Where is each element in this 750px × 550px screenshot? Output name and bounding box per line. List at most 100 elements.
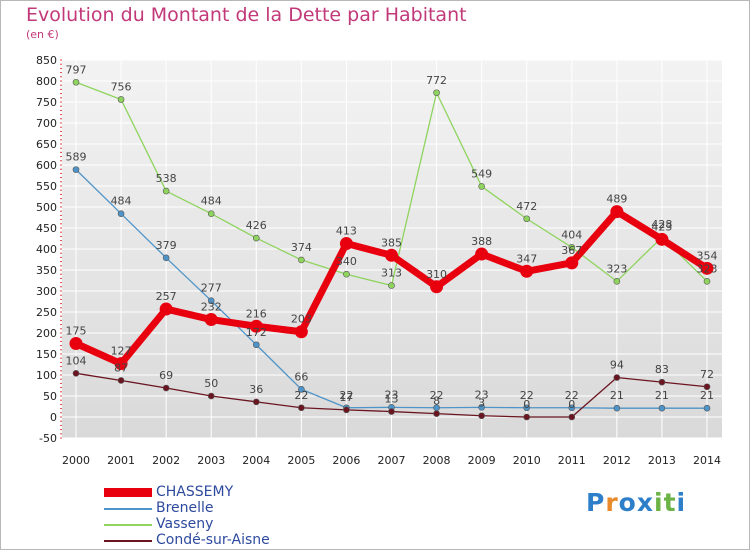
data-label: 21: [700, 389, 714, 402]
data-label: 797: [66, 63, 87, 76]
data-point: [162, 187, 170, 195]
x-tick-label: 2003: [197, 454, 225, 467]
data-point: [114, 357, 128, 371]
y-tick-label: 600: [36, 159, 57, 172]
data-point: [703, 404, 711, 412]
data-label: 589: [66, 151, 87, 164]
data-point: [523, 215, 531, 223]
data-point: [613, 278, 621, 285]
data-point: [343, 406, 350, 414]
data-point: [388, 282, 395, 289]
y-tick-label: 850: [36, 54, 57, 67]
data-point: [69, 337, 83, 350]
logo-letter: P: [586, 488, 606, 517]
data-label: 323: [606, 262, 627, 275]
data-label: 94: [610, 359, 624, 372]
data-point: [117, 377, 125, 384]
data-point: [613, 404, 621, 412]
chart-title: Evolution du Montant de la Dette par Hab…: [26, 4, 467, 26]
data-point: [249, 319, 263, 333]
y-tick-label: 200: [36, 327, 57, 340]
x-tick-label: 2000: [62, 454, 90, 467]
data-point: [520, 264, 534, 278]
data-label: 413: [336, 225, 357, 238]
legend-label: Condé-sur-Aisne: [156, 532, 270, 548]
data-label: 428: [651, 218, 672, 231]
data-label: 232: [201, 301, 222, 314]
data-point: [298, 404, 305, 412]
legend-label: Brenelle: [156, 500, 214, 516]
data-label: 426: [246, 219, 267, 232]
data-point: [568, 244, 576, 251]
data-label: 127: [111, 345, 132, 358]
legend-swatch: [104, 540, 152, 542]
data-label: 83: [655, 363, 669, 376]
data-label: 0: [568, 398, 575, 411]
data-point: [478, 412, 485, 420]
logo-letter: o: [618, 488, 637, 517]
data-point: [478, 183, 485, 190]
data-label: 367: [561, 244, 582, 257]
data-point: [207, 210, 215, 218]
y-tick-label: 650: [36, 138, 57, 151]
logo-letter: r: [605, 488, 619, 517]
data-point: [252, 234, 260, 242]
y-tick-label: 350: [36, 264, 57, 277]
data-point: [298, 385, 305, 393]
data-label: 277: [201, 282, 222, 295]
data-label: 472: [516, 200, 537, 213]
data-point: [72, 370, 80, 377]
data-point: [117, 96, 125, 103]
data-label: 175: [66, 325, 87, 338]
data-label: 216: [246, 307, 267, 320]
data-label: 0: [523, 398, 530, 411]
data-label: 22: [520, 389, 534, 402]
y-tick-label: 450: [36, 222, 57, 235]
data-label: 310: [426, 268, 447, 281]
data-point: [252, 398, 260, 406]
data-label: 17: [339, 391, 353, 404]
x-tick-label: 2009: [468, 454, 496, 467]
data-point: [339, 237, 353, 251]
data-point: [162, 384, 170, 392]
data-label: 23: [385, 388, 399, 401]
data-point: [207, 297, 215, 304]
y-tick-label: 550: [36, 180, 57, 193]
logo-letter: t: [663, 488, 677, 517]
x-tick-label: 2002: [152, 454, 180, 467]
logo-letter: x: [636, 488, 654, 517]
data-point: [523, 404, 531, 412]
x-tick-label: 2005: [287, 454, 315, 467]
y-tick-label: 50: [43, 390, 57, 403]
data-point: [433, 89, 440, 97]
data-point: [72, 166, 80, 173]
data-point: [478, 404, 485, 411]
data-point: [207, 392, 215, 400]
data-point: [658, 378, 666, 386]
data-point: [523, 413, 531, 421]
unit-label: (en €): [26, 28, 59, 41]
data-label: 374: [291, 241, 312, 254]
data-point: [117, 210, 125, 218]
y-tick-label: 0: [50, 411, 57, 424]
data-point: [565, 256, 579, 270]
data-point: [204, 313, 218, 327]
data-label: 388: [471, 235, 492, 248]
data-point: [343, 270, 350, 278]
x-tick-label: 2013: [648, 454, 676, 467]
data-label: 69: [159, 369, 173, 382]
data-point: [388, 408, 395, 415]
data-label: 354: [697, 249, 718, 262]
legend-swatch: [104, 488, 152, 497]
data-label: 22: [565, 389, 579, 402]
data-point: [655, 232, 669, 246]
y-tick-label: 150: [36, 348, 57, 361]
data-label: 22: [294, 389, 308, 402]
data-point: [703, 278, 711, 285]
data-label: 538: [156, 172, 177, 185]
data-label: 21: [655, 389, 669, 402]
data-label: 489: [606, 193, 627, 206]
data-label: 756: [111, 80, 132, 93]
data-point: [568, 413, 576, 421]
